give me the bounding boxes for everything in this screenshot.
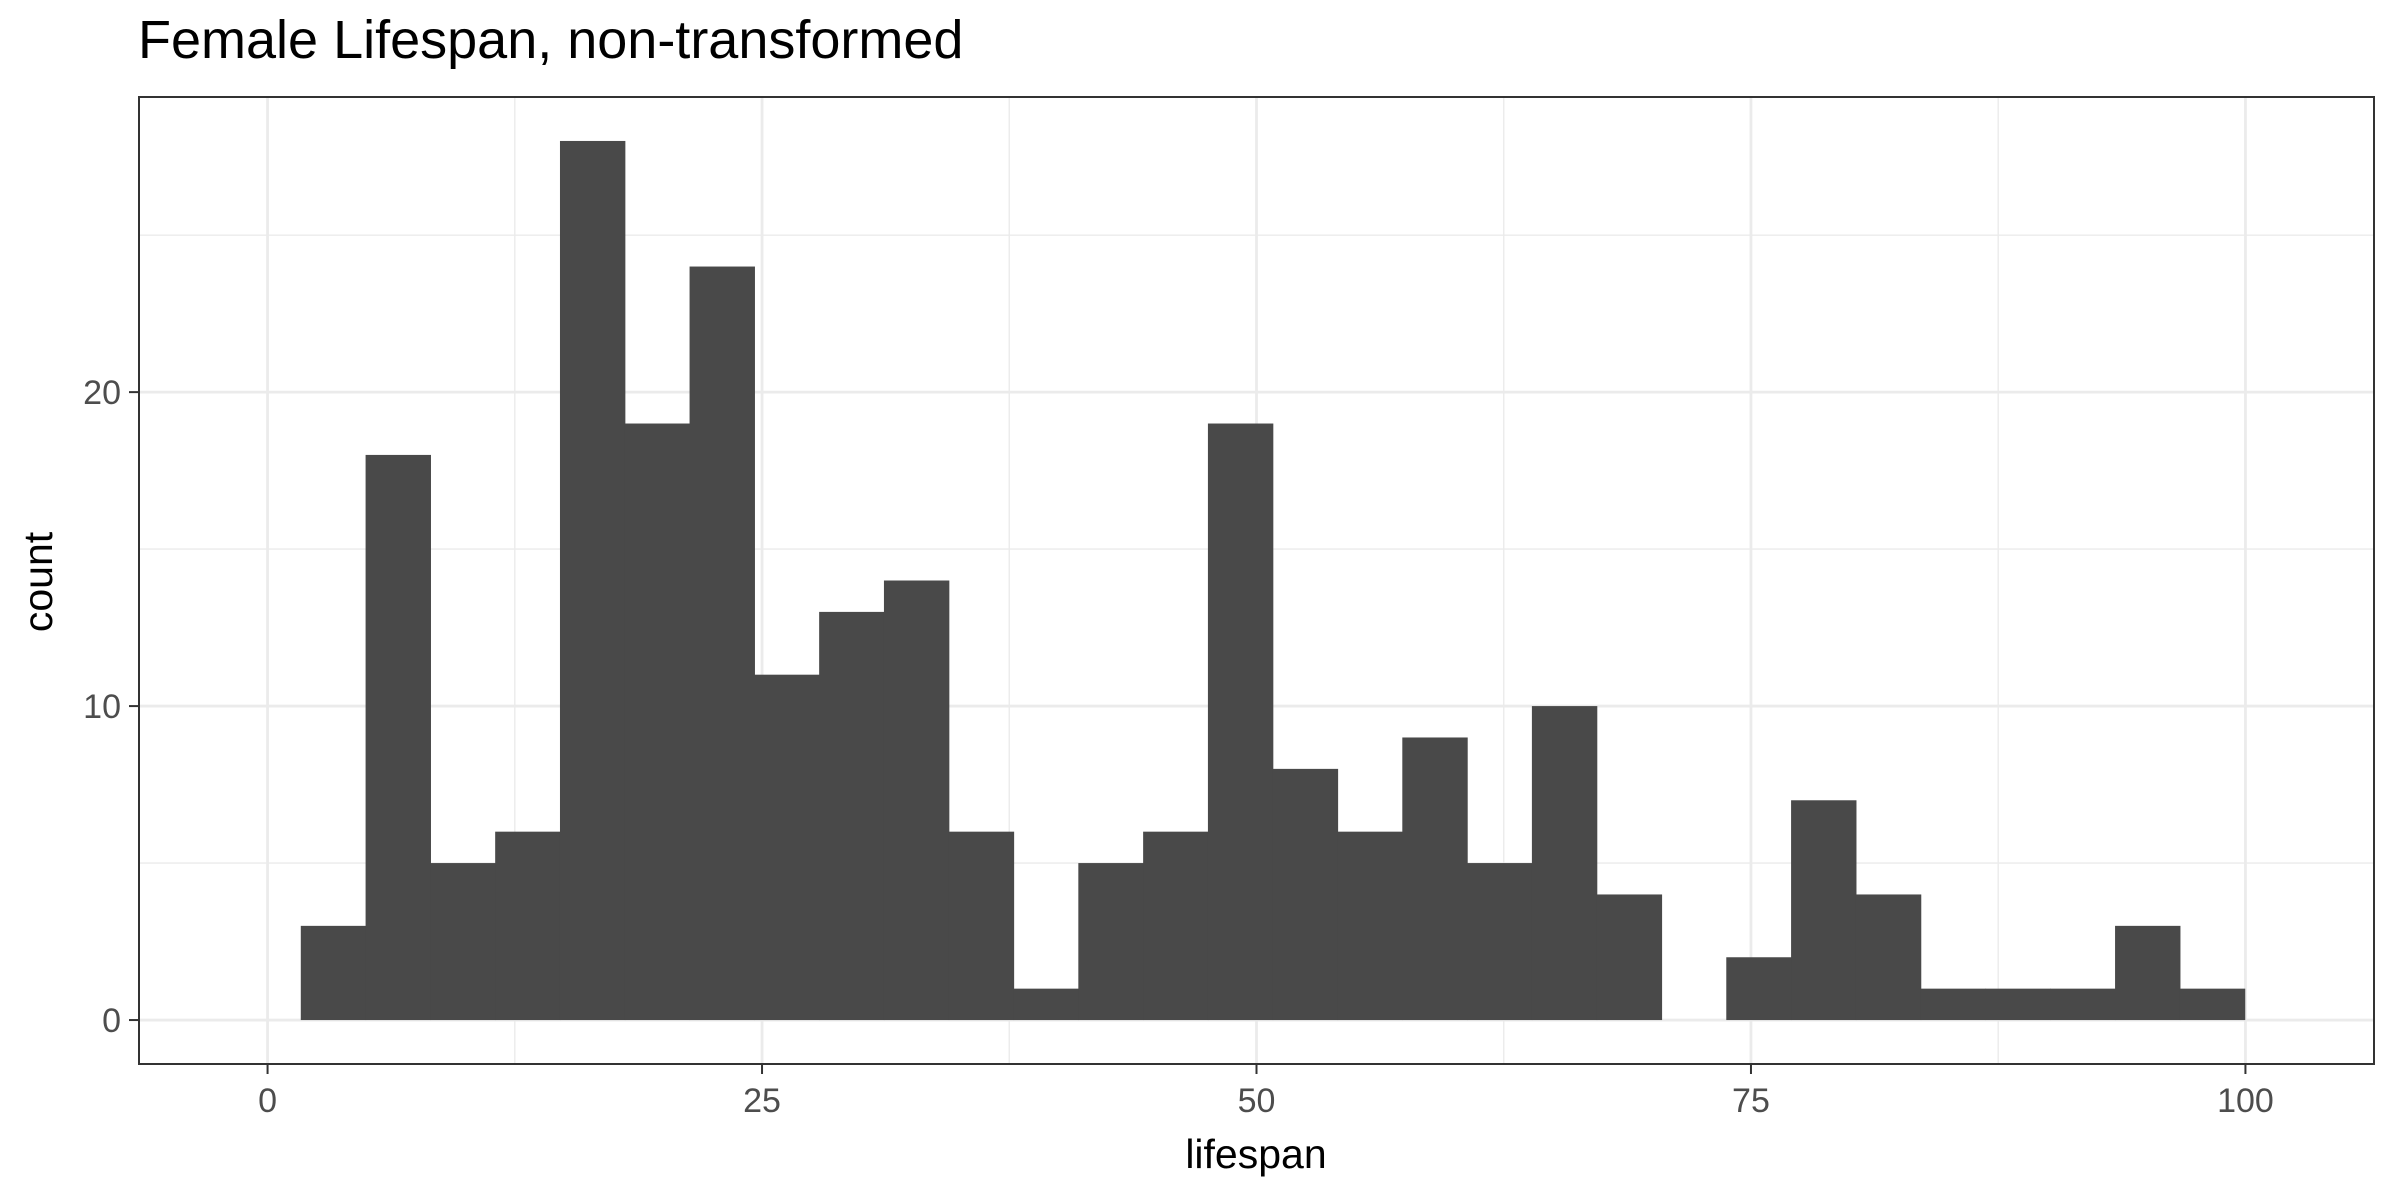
histogram-bar <box>1143 831 1209 1021</box>
chart-title: Female Lifespan, non-transformed <box>138 10 963 70</box>
x-axis-title: lifespan <box>1185 1131 1326 1177</box>
histogram-bar <box>754 674 820 1021</box>
histogram-bar <box>430 863 496 1021</box>
x-tick-label: 50 <box>1238 1082 1276 1120</box>
x-tick-label: 100 <box>2217 1082 2274 1120</box>
histogram-bar <box>1207 423 1274 1021</box>
x-tick-label: 0 <box>258 1082 277 1120</box>
x-axis: 0 25 50 75 100 <box>258 1064 2274 1120</box>
histogram-bar <box>1920 988 1987 1021</box>
histogram-bar <box>2115 925 2181 1021</box>
histogram-bar <box>1985 988 2051 1021</box>
histogram-bar <box>1531 706 1598 1021</box>
histogram-bar <box>1726 957 1792 1021</box>
y-tick-label: 0 <box>102 1002 121 1040</box>
histogram-bar <box>624 423 691 1021</box>
y-axis-title: count <box>15 531 61 632</box>
histogram-bar <box>495 831 561 1021</box>
histogram-bar <box>559 140 626 1021</box>
histogram-bar <box>689 266 755 1021</box>
histogram-bar <box>948 831 1015 1021</box>
x-tick-label: 25 <box>743 1082 781 1120</box>
histogram-bar <box>1337 831 1403 1021</box>
histogram-bar <box>1272 768 1339 1021</box>
x-tick-label: 75 <box>1732 1082 1770 1120</box>
y-axis: 0 10 20 <box>83 374 139 1040</box>
histogram-bar <box>1402 737 1468 1021</box>
histogram-bar <box>1078 863 1144 1021</box>
histogram-bar <box>1791 800 1857 1021</box>
histogram-bar <box>2179 988 2246 1021</box>
histogram-bars <box>300 140 2246 1021</box>
histogram-bar <box>1013 988 1079 1021</box>
histogram-bar <box>300 925 367 1021</box>
y-tick-label: 20 <box>83 374 121 412</box>
histogram-bar <box>883 580 950 1021</box>
histogram-bar <box>1467 863 1533 1021</box>
histogram-bar <box>365 454 431 1021</box>
y-tick-label: 10 <box>83 688 121 726</box>
histogram-bar <box>819 611 885 1021</box>
histogram-bar <box>2050 988 2116 1021</box>
histogram-bar <box>1596 894 1663 1021</box>
histogram-bar <box>1855 894 1922 1021</box>
